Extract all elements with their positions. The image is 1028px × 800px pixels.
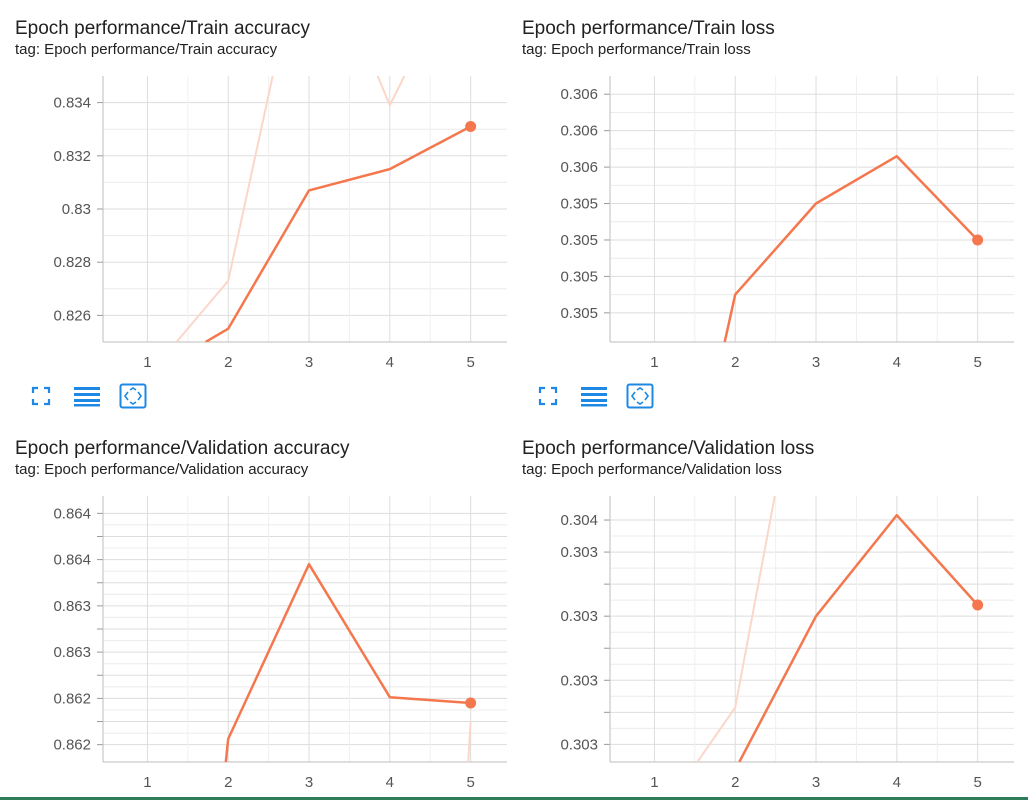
x-tick-label: 2: [224, 354, 232, 371]
x-tick-label: 3: [812, 354, 820, 371]
x-tick-label: 1: [650, 354, 658, 371]
last-point-marker[interactable]: [465, 121, 477, 133]
chart-plot[interactable]: 0.826 0.828 0.83 0.832 0.834 1 2 3 4 5: [15, 18, 521, 388]
chart-tag: tag: Epoch performance/Train loss: [522, 41, 751, 58]
y-tick-label: 0.862: [53, 690, 91, 707]
x-tick-label: 5: [466, 774, 474, 791]
y-tick-label: 0.306: [560, 159, 598, 176]
chart-plot[interactable]: 0.305 0.305 0.305 0.305 0.306 0.306 0.306 1 2 3 4 5: [522, 18, 1028, 388]
smoothed-series-line: [738, 513, 979, 762]
x-tick-label: 5: [973, 774, 981, 791]
fullscreen-icon: [537, 385, 559, 412]
x-tick-label: 5: [973, 354, 981, 371]
chart-title: Epoch performance/Validation loss: [522, 438, 815, 459]
toggle-y-log-icon: [73, 385, 101, 412]
chart-card-train-accuracy: Epoch performance/Train accuracy tag: Ep…: [15, 18, 521, 418]
x-tick-label: 2: [731, 354, 739, 371]
smoothed-series-line: [224, 562, 471, 762]
fullscreen-button[interactable]: [532, 383, 564, 413]
grid: [610, 76, 1014, 342]
toggle-y-log-button[interactable]: [578, 383, 610, 413]
x-tick-label: 1: [143, 774, 151, 791]
y-tick-label: 0.304: [560, 512, 598, 529]
x-tick-label: 5: [466, 354, 474, 371]
last-point-marker[interactable]: [972, 599, 984, 611]
chart-tag: tag: Epoch performance/Validation loss: [522, 461, 782, 478]
y-tick-label: 0.863: [53, 644, 91, 661]
last-point-marker[interactable]: [972, 234, 984, 246]
fullscreen-icon: [30, 385, 52, 412]
chart-card-validation-loss: Epoch performance/Validation loss tag: E…: [522, 438, 1028, 798]
fullscreen-button[interactable]: [25, 383, 57, 413]
x-tick-label: 4: [893, 774, 901, 791]
y-tick-label: 0.303: [560, 736, 598, 753]
raw-series-line: [376, 76, 406, 107]
chart-card-train-loss: Epoch performance/Train loss tag: Epoch …: [522, 18, 1028, 418]
y-tick-label: 0.303: [560, 608, 598, 625]
y-tick-label: 0.306: [560, 86, 598, 103]
smoothed-series-line: [723, 154, 979, 342]
x-tick-label: 3: [305, 354, 313, 371]
grid: [103, 496, 507, 762]
chart-title: Epoch performance/Train accuracy: [15, 18, 310, 39]
x-tick-label: 4: [893, 354, 901, 371]
y-tick-label: 0.863: [53, 598, 91, 615]
fit-domain-button[interactable]: [624, 383, 656, 413]
raw-series-line: [467, 721, 472, 762]
y-tick-label: 0.862: [53, 737, 91, 754]
x-tick-label: 2: [731, 774, 739, 791]
footer-bar: [0, 797, 1028, 800]
y-tick-label: 0.306: [560, 123, 598, 140]
x-tick-label: 1: [650, 774, 658, 791]
x-tick-label: 3: [812, 774, 820, 791]
raw-series-line: [696, 496, 776, 762]
smoothed-series-line: [204, 125, 472, 342]
grid: [610, 496, 1014, 762]
last-point-marker[interactable]: [465, 697, 477, 709]
y-tick-label: 0.834: [53, 95, 91, 112]
x-tick-label: 4: [386, 774, 394, 791]
chart-title: Epoch performance/Train loss: [522, 18, 775, 39]
toggle-y-log-icon: [580, 385, 608, 412]
raw-series-line: [175, 76, 274, 342]
fit-domain-icon: [119, 383, 147, 414]
x-tick-label: 4: [386, 354, 394, 371]
grid: [103, 76, 507, 342]
y-tick-label: 0.864: [53, 505, 91, 522]
y-tick-label: 0.305: [560, 268, 598, 285]
fit-domain-icon: [626, 383, 654, 414]
x-tick-label: 1: [143, 354, 151, 371]
chart-plot[interactable]: 0.862 0.862 0.863 0.863 0.864 0.864 1 2 3 4 5: [15, 438, 521, 798]
y-tick-label: 0.303: [560, 672, 598, 689]
toggle-y-log-button[interactable]: [71, 383, 103, 413]
y-tick-label: 0.828: [53, 254, 91, 271]
y-tick-label: 0.305: [560, 196, 598, 213]
x-tick-label: 2: [224, 774, 232, 791]
y-tick-label: 0.826: [53, 307, 91, 324]
fit-domain-button[interactable]: [117, 383, 149, 413]
chart-tag: tag: Epoch performance/Validation accura…: [15, 461, 309, 478]
chart-tag: tag: Epoch performance/Train accuracy: [15, 41, 278, 58]
chart-title: Epoch performance/Validation accuracy: [15, 438, 350, 459]
chart-plot[interactable]: 0.303 0.303 0.303 0.303 0.304 1 2 3 4 5: [522, 438, 1028, 798]
y-tick-label: 0.864: [53, 552, 91, 569]
y-tick-label: 0.832: [53, 148, 91, 165]
y-tick-label: 0.303: [560, 544, 598, 561]
chart-card-validation-accuracy: Epoch performance/Validation accuracy ta…: [15, 438, 521, 798]
x-tick-label: 3: [305, 774, 313, 791]
y-tick-label: 0.305: [560, 232, 598, 249]
y-tick-label: 0.305: [560, 305, 598, 322]
y-tick-label: 0.83: [62, 201, 91, 218]
